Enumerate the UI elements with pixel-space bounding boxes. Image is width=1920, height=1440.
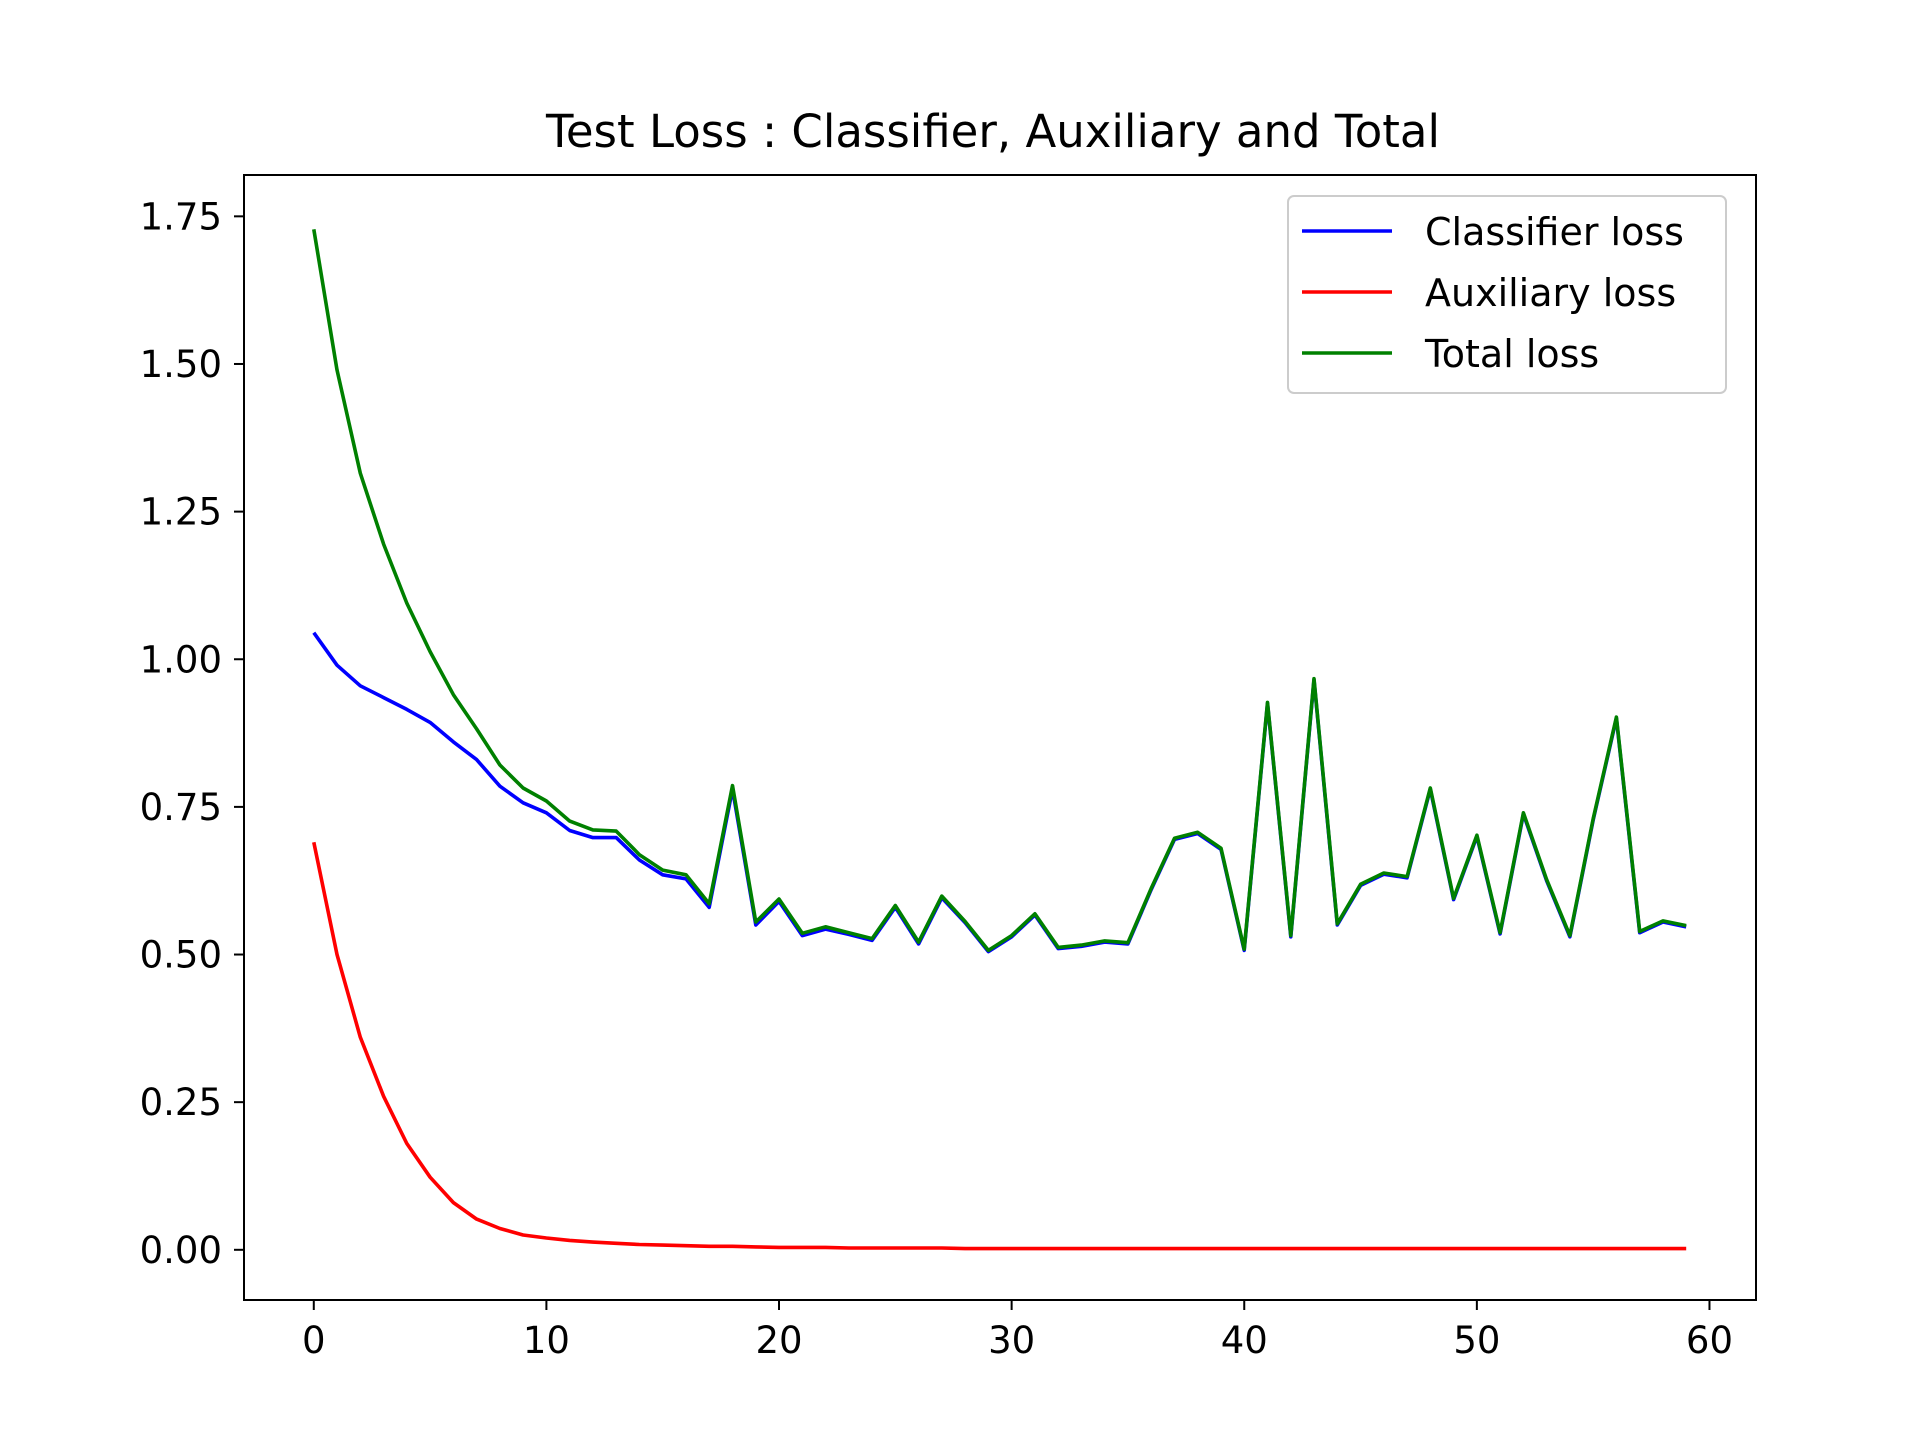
x-tick-label: 10 (523, 1319, 570, 1362)
y-tick-label: 0.25 (140, 1081, 222, 1124)
y-tick-label: 0.50 (140, 934, 222, 977)
legend-box (1287, 195, 1727, 394)
plot-area-frame (243, 174, 1757, 1301)
x-tick-label: 20 (755, 1319, 802, 1362)
series-line-auxiliary-loss (312, 841, 1687, 1251)
x-tick-label: 40 (1221, 1319, 1268, 1362)
x-tick-label: 50 (1453, 1319, 1500, 1362)
y-tick-label: 0.75 (140, 786, 222, 829)
legend-label-classifier-loss: Classifier loss (1425, 210, 1684, 254)
x-tick-label: 0 (302, 1319, 326, 1362)
y-tick-label: 1.00 (140, 638, 222, 681)
x-tick-label: 30 (988, 1319, 1035, 1362)
y-tick-label: 1.50 (140, 343, 222, 386)
y-tick-label: 1.75 (140, 195, 222, 238)
y-tick-label: 0.00 (140, 1229, 222, 1272)
legend-label-auxiliary-loss: Auxiliary loss (1425, 271, 1676, 315)
series-layer (312, 229, 1687, 1251)
y-tick-label: 1.25 (140, 491, 222, 534)
series-line-total-loss (312, 229, 1687, 953)
x-tick-label: 60 (1686, 1319, 1733, 1362)
legend: Classifier loss Auxiliary loss Total loss (1287, 195, 1727, 394)
legend-label-total-loss: Total loss (1424, 332, 1599, 376)
chart-title: Test Loss : Classifier, Auxiliary and To… (545, 105, 1440, 158)
axes-layer: 0 10 20 30 40 50 60 0.00 0.25 0.50 0.75 1.00 1.25 1.5… (140, 195, 1733, 1362)
